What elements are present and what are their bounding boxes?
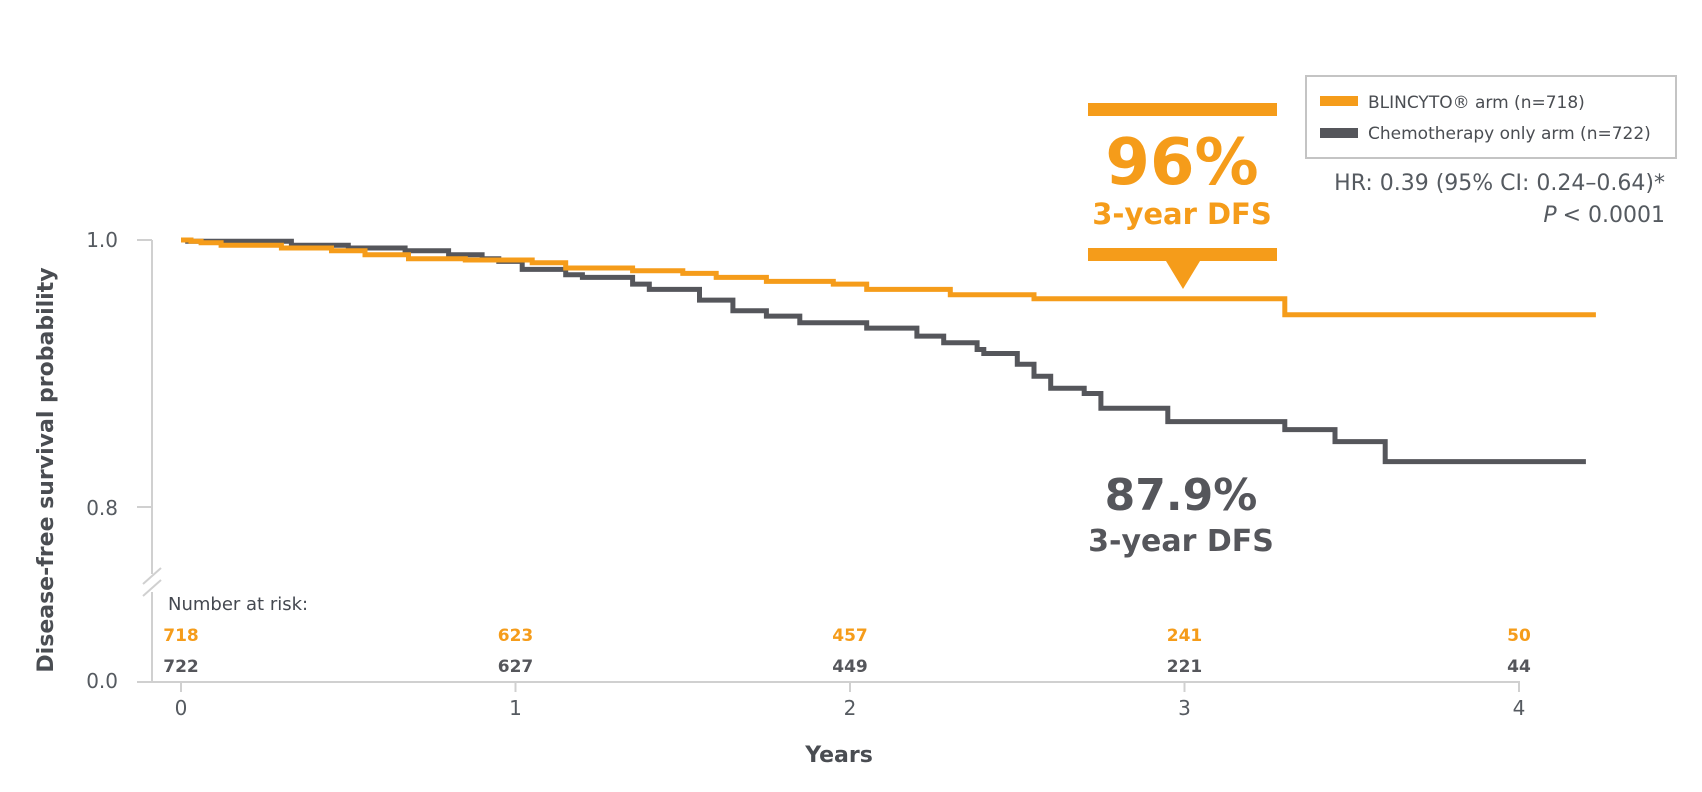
x-tick-label-4: 4: [1513, 696, 1526, 720]
risk-blincyto-year-0: 718: [163, 626, 199, 646]
risk-chemo-year-1: 627: [498, 657, 534, 677]
blincyto-dfs-label: 3-year DFS: [1092, 197, 1272, 231]
y-axis-title: Disease-free survival probability: [34, 267, 59, 672]
chemo-curve: [181, 237, 1586, 465]
risk-chemo-year-0: 722: [163, 657, 199, 677]
callout-pointer: [1166, 261, 1200, 289]
axis-break-mark-2: [142, 579, 162, 597]
legend-label-blincyto: BLINCYTO® arm (n=718): [1368, 93, 1585, 113]
p-value-text: P < 0.0001: [1543, 203, 1665, 228]
blincyto-dfs-value: 96%: [1105, 126, 1258, 200]
risk-blincyto-year-4: 50: [1507, 626, 1531, 646]
x-tick-label-1: 1: [509, 696, 522, 720]
legend-box: [1305, 75, 1677, 159]
axis-break-mark-1: [142, 567, 162, 585]
risk-blincyto-year-3: 241: [1167, 626, 1203, 646]
survival-curves: [181, 237, 1596, 465]
x-tick-label-2: 2: [844, 696, 857, 720]
p-value-label: P: [1543, 203, 1557, 228]
y-axis: [137, 239, 162, 682]
x-ticks: 0 1 2 3 4: [175, 682, 1526, 720]
p-value-number: < 0.0001: [1563, 203, 1665, 228]
y-tick-label-0-8: 0.8: [86, 496, 118, 520]
risk-table: 718 623 457 241 50 722 627 449 221 44: [163, 626, 1531, 677]
hazard-ratio-text: HR: 0.39 (95% CI: 0.24–0.64)*: [1334, 171, 1665, 196]
risk-chemo-year-4: 44: [1507, 657, 1531, 677]
blincyto-curve: [181, 237, 1596, 318]
legend-label-chemo: Chemotherapy only arm (n=722): [1368, 124, 1651, 144]
x-tick-label-0: 0: [175, 696, 188, 720]
y-tick-label-0-0: 0.0: [86, 669, 118, 693]
risk-chemo-year-3: 221: [1167, 657, 1203, 677]
legend-swatch-blincyto: [1320, 96, 1358, 106]
chemo-dfs-value: 87.9%: [1105, 470, 1258, 521]
risk-table-title: Number at risk:: [168, 594, 308, 615]
legend: BLINCYTO® arm (n=718) Chemotherapy only …: [1305, 75, 1677, 159]
callout-top-bar: [1088, 103, 1277, 116]
x-tick-label-3: 3: [1178, 696, 1191, 720]
x-axis-title: Years: [804, 743, 873, 768]
risk-blincyto-year-2: 457: [832, 626, 868, 646]
y-tick-label-1-0: 1.0: [86, 228, 118, 252]
risk-chemo-year-2: 449: [832, 657, 868, 677]
legend-swatch-chemo: [1320, 128, 1358, 138]
chemo-callout: 87.9% 3-year DFS: [1088, 470, 1274, 559]
blincyto-callout: 96% 3-year DFS: [1088, 103, 1277, 289]
chemo-dfs-label: 3-year DFS: [1088, 524, 1274, 559]
risk-blincyto-year-1: 623: [498, 626, 534, 646]
callout-bottom-bar: [1088, 248, 1277, 261]
